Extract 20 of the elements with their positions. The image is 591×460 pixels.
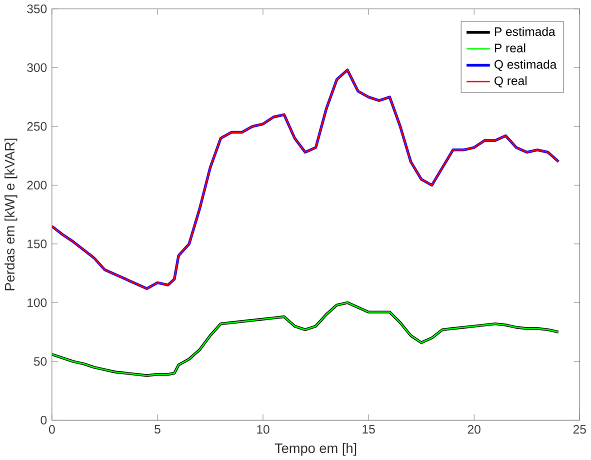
x-tick-label: 5 bbox=[154, 424, 160, 434]
x-tick-label: 25 bbox=[573, 424, 586, 434]
x-tick-label: 0 bbox=[48, 424, 55, 434]
y-tick-label: 250 bbox=[27, 122, 47, 131]
x-tick-label: 10 bbox=[257, 424, 270, 434]
y-tick-label: 100 bbox=[28, 298, 47, 307]
y-axis-title: Perdas em [kW] e [kVAR] bbox=[4, 138, 18, 290]
legend-label: P real bbox=[494, 43, 526, 52]
legend-label: Q real bbox=[494, 76, 527, 88]
y-tick-label: 350 bbox=[27, 4, 47, 14]
legend-label: P estimada bbox=[494, 26, 556, 36]
x-tick-label: 15 bbox=[362, 424, 375, 434]
y-tick-label: 150 bbox=[28, 239, 47, 248]
x-axis-title: Tempo em [h] bbox=[274, 442, 356, 456]
y-tick-label: 50 bbox=[34, 356, 47, 366]
legend-label: Q estimada bbox=[494, 60, 557, 71]
y-tick-label: 0 bbox=[40, 416, 47, 424]
y-tick-label: 200 bbox=[27, 180, 47, 190]
y-tick-label: 300 bbox=[27, 63, 47, 72]
x-tick-label: 20 bbox=[468, 424, 480, 434]
